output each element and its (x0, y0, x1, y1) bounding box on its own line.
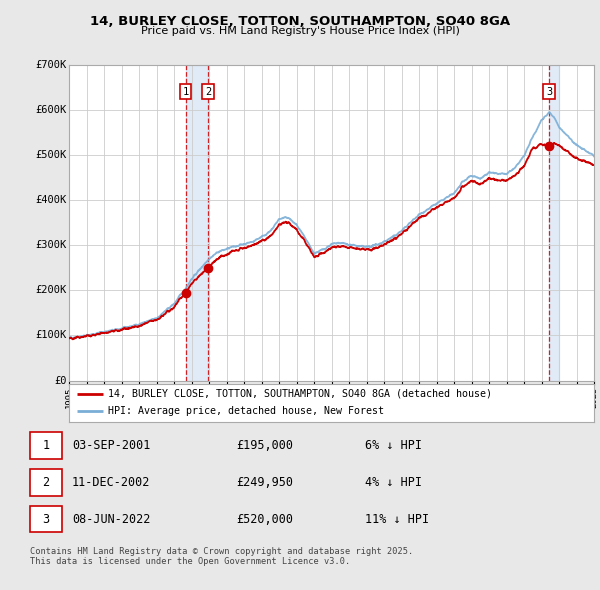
Text: 03-SEP-2001: 03-SEP-2001 (72, 439, 150, 452)
Text: 2: 2 (205, 87, 211, 97)
Text: 11-DEC-2002: 11-DEC-2002 (72, 476, 150, 489)
Text: £0: £0 (54, 376, 67, 385)
FancyBboxPatch shape (30, 506, 62, 532)
Text: £195,000: £195,000 (236, 439, 293, 452)
Text: HPI: Average price, detached house, New Forest: HPI: Average price, detached house, New … (109, 407, 385, 417)
Text: 14, BURLEY CLOSE, TOTTON, SOUTHAMPTON, SO40 8GA: 14, BURLEY CLOSE, TOTTON, SOUTHAMPTON, S… (90, 15, 510, 28)
Text: £600K: £600K (35, 105, 67, 115)
Text: Price paid vs. HM Land Registry's House Price Index (HPI): Price paid vs. HM Land Registry's House … (140, 26, 460, 36)
Text: 4% ↓ HPI: 4% ↓ HPI (365, 476, 422, 489)
Text: £700K: £700K (35, 60, 67, 70)
FancyBboxPatch shape (30, 469, 62, 496)
Bar (549, 65, 559, 381)
Text: 08-JUN-2022: 08-JUN-2022 (72, 513, 150, 526)
Text: 3: 3 (43, 513, 49, 526)
Text: 2: 2 (43, 476, 49, 489)
Text: 1: 1 (43, 439, 49, 452)
Text: £200K: £200K (35, 286, 67, 296)
Text: £400K: £400K (35, 195, 67, 205)
Text: 11% ↓ HPI: 11% ↓ HPI (365, 513, 429, 526)
Text: £500K: £500K (35, 150, 67, 160)
Text: £249,950: £249,950 (236, 476, 293, 489)
Text: Contains HM Land Registry data © Crown copyright and database right 2025.
This d: Contains HM Land Registry data © Crown c… (30, 547, 413, 566)
Text: £300K: £300K (35, 240, 67, 250)
Bar (186, 65, 208, 381)
Text: £520,000: £520,000 (236, 513, 293, 526)
Text: 14, BURLEY CLOSE, TOTTON, SOUTHAMPTON, SO40 8GA (detached house): 14, BURLEY CLOSE, TOTTON, SOUTHAMPTON, S… (109, 389, 493, 399)
Text: 3: 3 (546, 87, 553, 97)
Text: £100K: £100K (35, 330, 67, 340)
FancyBboxPatch shape (30, 432, 62, 459)
Text: 1: 1 (182, 87, 189, 97)
Text: 6% ↓ HPI: 6% ↓ HPI (365, 439, 422, 452)
